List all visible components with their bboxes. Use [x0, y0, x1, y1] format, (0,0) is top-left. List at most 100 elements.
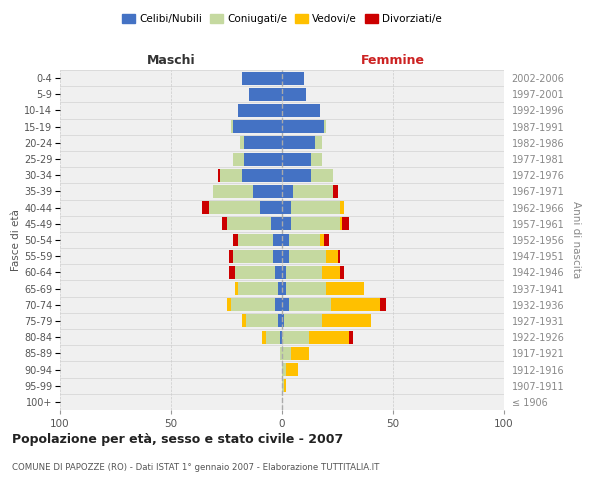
Bar: [275, 298, 282, 311]
Text: COMUNE DI PAPOZZE (RO) - Dati ISTAT 1° gennaio 2007 - Elaborazione TUTTITALIA.IT: COMUNE DI PAPOZZE (RO) - Dati ISTAT 1° g…: [12, 463, 379, 472]
Bar: [282, 152, 311, 166]
Bar: [291, 218, 340, 230]
Bar: [282, 218, 291, 230]
Bar: [273, 250, 282, 262]
Bar: [284, 314, 322, 328]
Bar: [308, 330, 349, 344]
Bar: [282, 250, 289, 262]
Y-axis label: Fasce di età: Fasce di età: [11, 209, 21, 271]
Bar: [282, 136, 316, 149]
Bar: [322, 266, 340, 279]
Bar: [340, 218, 342, 230]
Bar: [286, 266, 322, 279]
Bar: [331, 298, 380, 311]
Bar: [238, 104, 282, 117]
Bar: [220, 169, 242, 181]
Bar: [244, 136, 282, 149]
Bar: [260, 201, 282, 214]
Bar: [229, 250, 233, 262]
Bar: [282, 266, 286, 279]
Bar: [284, 379, 286, 392]
Bar: [282, 298, 289, 311]
Bar: [282, 330, 308, 344]
Bar: [322, 314, 371, 328]
Bar: [282, 363, 286, 376]
Bar: [282, 379, 284, 392]
Bar: [238, 234, 273, 246]
Bar: [231, 298, 275, 311]
Bar: [227, 218, 271, 230]
Bar: [202, 201, 209, 214]
Bar: [280, 330, 282, 344]
Bar: [235, 266, 275, 279]
Bar: [316, 136, 322, 149]
Legend: Celibi/Nubili, Coniugati/e, Vedovi/e, Divorziati/e: Celibi/Nubili, Coniugati/e, Vedovi/e, Di…: [118, 10, 446, 29]
Bar: [242, 314, 247, 328]
Bar: [282, 120, 324, 133]
Bar: [235, 282, 238, 295]
Bar: [273, 234, 282, 246]
Bar: [249, 88, 282, 101]
Bar: [282, 72, 304, 85]
Bar: [253, 185, 282, 198]
Bar: [233, 120, 282, 133]
Bar: [326, 282, 364, 295]
Bar: [326, 250, 337, 262]
Bar: [286, 363, 298, 376]
Bar: [282, 201, 291, 214]
Bar: [282, 347, 291, 360]
Bar: [280, 347, 282, 360]
Bar: [289, 234, 320, 246]
Bar: [291, 347, 308, 360]
Bar: [320, 234, 324, 246]
Bar: [227, 298, 231, 311]
Bar: [289, 298, 331, 311]
Bar: [282, 169, 311, 181]
Bar: [340, 266, 344, 279]
Bar: [262, 330, 266, 344]
Bar: [337, 250, 340, 262]
Bar: [213, 185, 253, 198]
Bar: [271, 218, 282, 230]
Bar: [282, 185, 293, 198]
Bar: [242, 72, 282, 85]
Bar: [282, 88, 307, 101]
Y-axis label: Anni di nascita: Anni di nascita: [571, 202, 581, 278]
Bar: [275, 266, 282, 279]
Bar: [380, 298, 386, 311]
Bar: [233, 250, 273, 262]
Bar: [233, 234, 238, 246]
Bar: [238, 282, 278, 295]
Bar: [240, 136, 244, 149]
Bar: [282, 234, 289, 246]
Bar: [244, 152, 282, 166]
Bar: [324, 234, 329, 246]
Bar: [324, 120, 326, 133]
Text: Popolazione per età, sesso e stato civile - 2007: Popolazione per età, sesso e stato civil…: [12, 432, 343, 446]
Bar: [289, 250, 326, 262]
Bar: [333, 185, 337, 198]
Bar: [282, 314, 284, 328]
Bar: [349, 330, 353, 344]
Bar: [282, 282, 286, 295]
Bar: [340, 201, 344, 214]
Bar: [293, 185, 333, 198]
Bar: [278, 282, 282, 295]
Bar: [286, 282, 326, 295]
Bar: [229, 266, 235, 279]
Text: Maschi: Maschi: [146, 54, 196, 67]
Bar: [247, 314, 278, 328]
Bar: [282, 104, 320, 117]
Bar: [311, 152, 322, 166]
Bar: [242, 169, 282, 181]
Bar: [222, 218, 227, 230]
Bar: [209, 201, 260, 214]
Bar: [311, 169, 333, 181]
Bar: [266, 330, 280, 344]
Bar: [278, 314, 282, 328]
Bar: [342, 218, 349, 230]
Bar: [231, 120, 233, 133]
Text: Femmine: Femmine: [361, 54, 425, 67]
Bar: [291, 201, 340, 214]
Bar: [233, 152, 244, 166]
